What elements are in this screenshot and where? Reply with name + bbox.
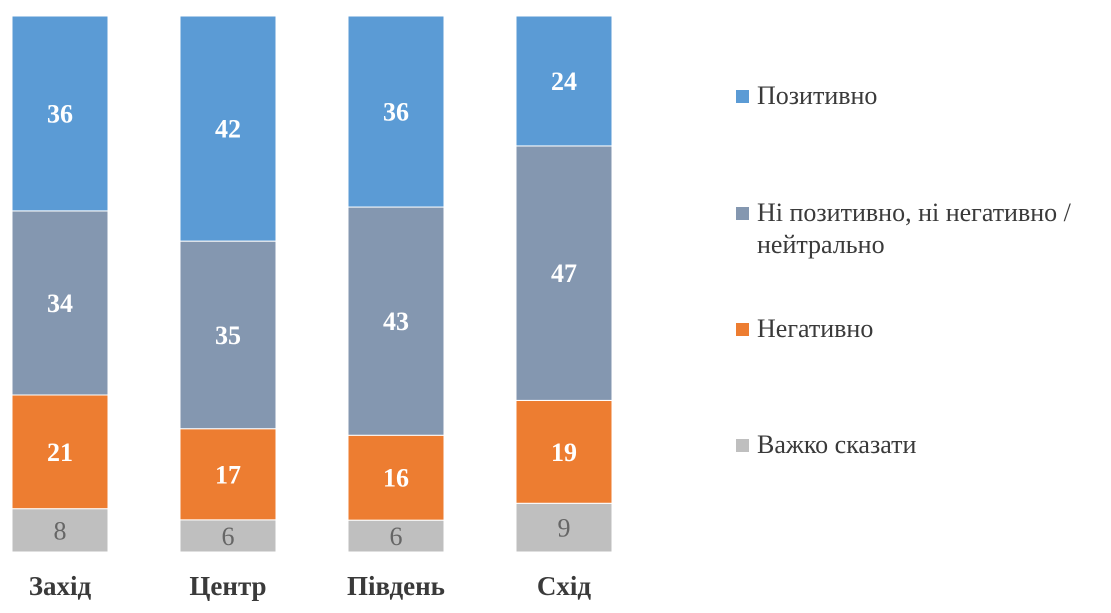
- legend-swatch-neutral: [736, 207, 749, 220]
- legend-swatch-positive: [736, 90, 749, 103]
- legend-label-negative: Негативно: [757, 314, 874, 343]
- data-label-positive-2: 42: [215, 115, 241, 144]
- data-label-negative-2: 17: [215, 460, 241, 489]
- legend-label-neutral: Ні позитивно, ні негативно / нейтрально: [757, 198, 1071, 259]
- data-label-hard-to-say-1: 8: [54, 516, 67, 545]
- bar-neutral-3: [347, 206, 445, 436]
- data-label-positive-3: 36: [383, 98, 409, 127]
- legend-item-negative: Негативно: [736, 313, 1107, 345]
- data-label-hard-to-say-3: 6: [390, 522, 403, 551]
- bar-positive-3: [347, 15, 445, 208]
- data-label-neutral-1: 34: [47, 289, 73, 318]
- data-label-positive-4: 24: [551, 67, 577, 96]
- legend-swatch-negative: [736, 323, 749, 336]
- data-label-hard-to-say-2: 6: [222, 522, 235, 551]
- data-label-neutral-2: 35: [215, 321, 241, 350]
- bar-hard-to-say-3: [347, 519, 445, 553]
- legend-swatch-hard-to-say: [736, 439, 749, 452]
- bar-neutral-2: [179, 240, 277, 430]
- stacked-bar-chart: 8 21 34 36 Захід 6 17 35 42 Центр 6 16 43 36 Південь 9 1…: [11, 15, 613, 601]
- data-label-positive-1: 36: [47, 99, 73, 128]
- legend-item-positive: Позитивно: [736, 80, 1107, 112]
- category-label-4: Схід: [537, 571, 592, 601]
- legend-item-neutral: Ні позитивно, ні негативно / нейтрально: [736, 197, 1107, 261]
- bar-negative-3: [347, 434, 445, 521]
- legend-item-hard-to-say: Важко сказати: [736, 429, 1107, 461]
- bar-negative-2: [179, 428, 277, 521]
- legend-label-positive: Позитивно: [757, 81, 878, 110]
- bar-positive-4: [515, 15, 613, 147]
- data-label-neutral-3: 43: [383, 307, 409, 336]
- bar-negative-1: [11, 394, 109, 510]
- legend: Позитивно Ні позитивно, ні негативно / н…: [736, 0, 1111, 613]
- bar-positive-2: [179, 15, 277, 242]
- bar-positive-1: [11, 15, 109, 212]
- bar-neutral-4: [515, 145, 613, 401]
- data-label-negative-3: 16: [383, 464, 409, 493]
- data-label-negative-1: 21: [47, 438, 73, 467]
- data-label-neutral-4: 47: [551, 259, 577, 288]
- data-label-hard-to-say-4: 9: [558, 514, 571, 543]
- category-label-2: Центр: [189, 571, 266, 601]
- bar-hard-to-say-2: [179, 519, 277, 553]
- legend-label-hard-to-say: Важко сказати: [757, 430, 917, 459]
- category-label-1: Захід: [29, 571, 92, 601]
- category-label-3: Південь: [347, 571, 445, 601]
- data-label-negative-4: 19: [551, 438, 577, 467]
- bar-hard-to-say-4: [515, 502, 613, 553]
- bar-hard-to-say-1: [11, 508, 109, 553]
